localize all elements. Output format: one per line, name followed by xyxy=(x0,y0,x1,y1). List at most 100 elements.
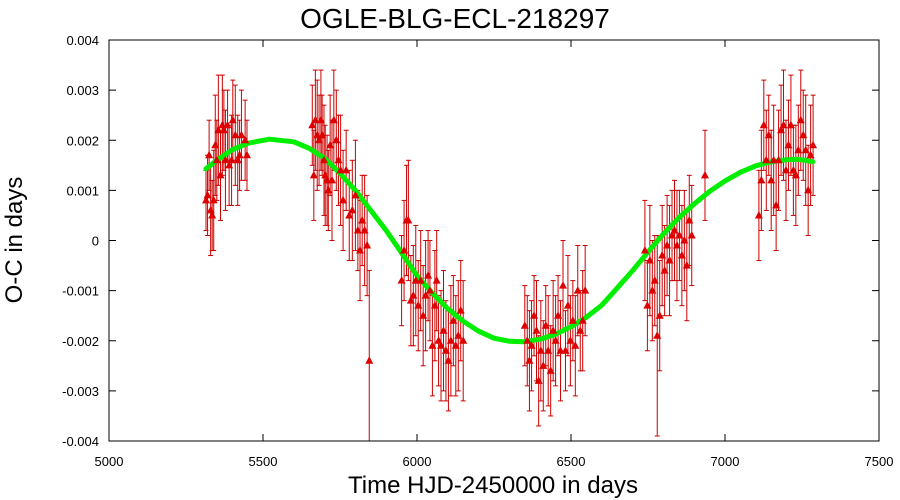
data-point xyxy=(231,130,240,139)
data-point xyxy=(520,321,529,329)
y-tick-label: -0.004 xyxy=(62,434,99,449)
data-point xyxy=(214,125,223,134)
data-point xyxy=(645,256,654,264)
data-point xyxy=(228,115,237,124)
data-point xyxy=(663,241,672,249)
data-point xyxy=(235,150,244,159)
data-point xyxy=(419,311,428,319)
data-point xyxy=(206,205,215,214)
data-point xyxy=(801,145,810,154)
x-tick-label: 6500 xyxy=(557,454,586,469)
data-point xyxy=(774,155,783,164)
data-point xyxy=(757,175,766,184)
data-point xyxy=(353,225,362,234)
data-point xyxy=(444,356,453,364)
data-point xyxy=(536,346,545,354)
data-point xyxy=(425,286,434,294)
x-tick-label: 7000 xyxy=(711,454,740,469)
data-point xyxy=(534,376,543,384)
y-axis-label: O-C in days xyxy=(1,177,28,304)
data-point xyxy=(665,256,674,264)
data-point xyxy=(326,140,335,149)
data-point xyxy=(573,286,582,294)
data-point xyxy=(242,150,251,159)
data-point xyxy=(791,170,800,179)
data-point xyxy=(685,215,694,224)
data-point xyxy=(397,276,406,284)
data-point xyxy=(332,135,341,144)
data-point xyxy=(541,321,550,329)
y-axis-ticks: 0.004 0.003 0.002 0.001 0 -0.001 -0.002 -0.003 -… xyxy=(62,33,879,449)
data-point xyxy=(205,150,214,159)
data-point xyxy=(544,346,553,354)
data-point xyxy=(640,246,649,254)
data-point xyxy=(653,331,662,339)
data-point xyxy=(670,225,679,234)
data-point xyxy=(316,115,325,124)
x-tick-label: 5000 xyxy=(95,454,124,469)
data-point xyxy=(318,130,327,139)
data-point xyxy=(806,150,815,159)
data-point xyxy=(308,120,317,129)
data-point xyxy=(809,140,818,149)
data-point xyxy=(404,215,413,224)
data-point xyxy=(767,175,776,184)
data-point xyxy=(581,286,590,294)
data-point xyxy=(456,306,465,314)
data-point xyxy=(221,155,230,164)
data-point xyxy=(682,261,691,269)
data-point xyxy=(414,301,423,309)
data-point xyxy=(334,155,343,164)
data-point xyxy=(571,341,580,349)
data-point xyxy=(216,170,225,179)
data-point xyxy=(208,210,217,219)
data-point xyxy=(668,230,677,239)
data-point xyxy=(566,336,575,344)
data-point xyxy=(212,155,221,164)
data-point xyxy=(779,120,788,129)
data-point xyxy=(784,140,793,149)
y-tick-label: -0.003 xyxy=(62,384,99,399)
data-point xyxy=(428,341,437,349)
data-point xyxy=(241,135,250,144)
data-point xyxy=(655,311,664,319)
data-point xyxy=(781,165,790,174)
data-point xyxy=(202,195,211,204)
data-point xyxy=(804,185,813,194)
data-point xyxy=(227,155,236,164)
data-point xyxy=(578,316,587,324)
data-point xyxy=(777,125,786,134)
data-point xyxy=(356,246,365,254)
data-point xyxy=(568,316,577,324)
y-tick-label: 0 xyxy=(92,234,99,249)
data-point xyxy=(523,336,532,344)
data-point xyxy=(339,195,348,204)
data-point xyxy=(342,165,351,174)
data-point xyxy=(219,125,228,134)
data-point xyxy=(680,236,689,244)
data-point xyxy=(218,120,227,129)
data-point xyxy=(451,341,460,349)
data-point xyxy=(786,120,795,129)
data-point xyxy=(532,326,541,334)
data-point xyxy=(225,160,234,169)
data-point xyxy=(648,286,657,294)
data-point xyxy=(551,336,560,344)
data-point xyxy=(677,251,686,259)
data-point xyxy=(223,120,232,129)
data-point xyxy=(327,175,336,184)
data-point xyxy=(759,120,768,129)
y-tick-label: -0.001 xyxy=(62,284,99,299)
data-point xyxy=(324,185,333,194)
data-point xyxy=(539,361,548,369)
data-point xyxy=(363,241,372,249)
data-point xyxy=(315,135,324,144)
data-points xyxy=(202,115,818,384)
fit-curve xyxy=(203,136,816,345)
data-point xyxy=(421,291,430,299)
data-point xyxy=(643,301,652,309)
data-point xyxy=(789,165,798,174)
data-point xyxy=(345,210,354,219)
data-point xyxy=(554,311,563,319)
data-point xyxy=(209,195,218,204)
